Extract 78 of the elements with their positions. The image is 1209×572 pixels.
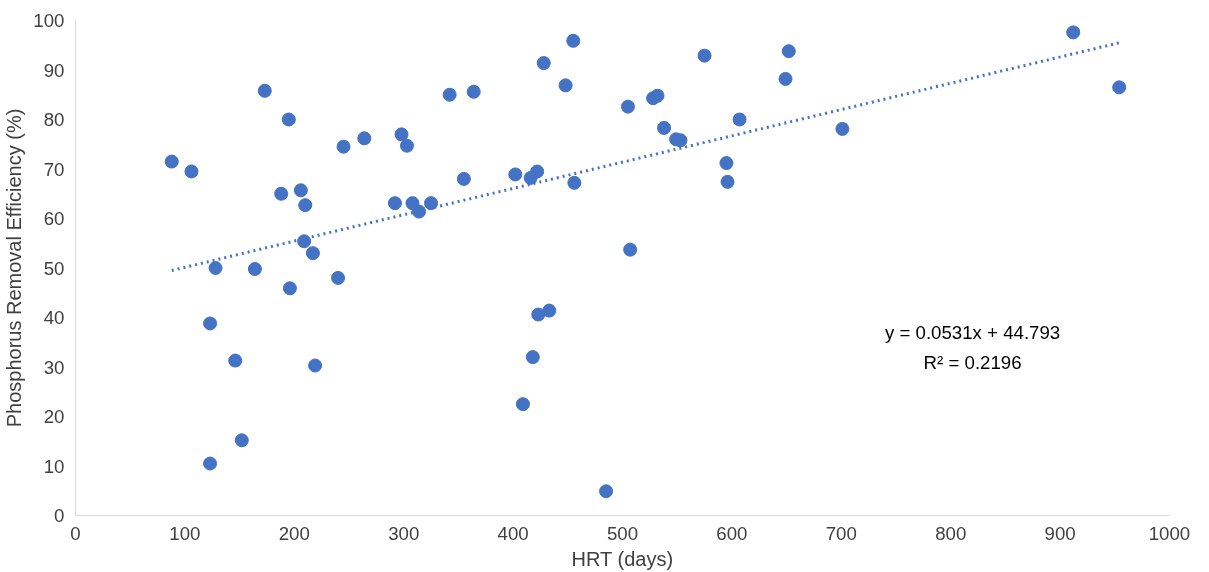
- x-tick-label: 1000: [1148, 522, 1191, 544]
- point: [442, 87, 457, 102]
- point: [412, 204, 427, 219]
- x-tick-label: 500: [606, 522, 639, 544]
- y-tick-label: 0: [54, 505, 65, 526]
- point: [566, 33, 581, 48]
- point: [274, 186, 289, 201]
- point: [732, 112, 747, 127]
- point: [184, 164, 199, 179]
- point: [650, 88, 665, 103]
- y-tick-label: 50: [43, 257, 65, 279]
- y-tick-label: 60: [43, 208, 65, 229]
- y-tick-label: 70: [43, 158, 65, 180]
- point: [719, 156, 734, 171]
- x-axis-title: HRT (days): [571, 547, 674, 570]
- point: [234, 433, 249, 448]
- x-tick-label: 600: [716, 522, 748, 544]
- point: [357, 131, 372, 146]
- point: [657, 120, 672, 135]
- x-tick-label: 0: [70, 522, 81, 544]
- x-tick-label: 400: [497, 522, 529, 544]
- point: [531, 307, 546, 322]
- y-axis-title: Phosphorus Removal Efficiency (%): [3, 108, 26, 428]
- point: [1066, 25, 1081, 40]
- point: [466, 84, 481, 99]
- point: [424, 196, 439, 211]
- point: [599, 484, 614, 499]
- point: [536, 56, 551, 71]
- y-tick-label: 30: [43, 356, 65, 378]
- point: [208, 261, 223, 275]
- point: [203, 456, 218, 471]
- annotation: y = 0.0531x + 44.793: [884, 321, 1061, 343]
- point: [525, 350, 540, 365]
- x-tick-label: 700: [825, 522, 857, 544]
- annotation: R² = 0.2196: [923, 351, 1022, 373]
- point: [293, 183, 308, 198]
- point: [394, 127, 409, 142]
- point: [456, 171, 471, 186]
- point: [530, 164, 545, 179]
- x-tick-label: 300: [388, 522, 420, 544]
- point: [387, 196, 402, 211]
- point: [257, 83, 272, 98]
- point: [297, 234, 312, 249]
- y-tick-label: 80: [43, 109, 65, 130]
- x-tick-label: 200: [278, 522, 310, 544]
- point: [282, 281, 297, 296]
- point: [508, 167, 523, 182]
- point: [1112, 80, 1127, 95]
- point: [623, 242, 638, 257]
- point: [567, 175, 582, 190]
- point: [247, 262, 262, 276]
- point: [164, 154, 179, 169]
- y-tick-label: 40: [43, 307, 65, 328]
- point: [835, 121, 850, 136]
- y-tick-label: 90: [43, 59, 65, 81]
- x-tick-label: 900: [1044, 522, 1076, 544]
- point: [308, 358, 323, 373]
- x-tick-label: 800: [935, 522, 967, 544]
- point: [620, 99, 635, 114]
- point: [720, 174, 735, 189]
- point: [515, 397, 530, 412]
- point: [281, 112, 296, 127]
- point: [697, 48, 712, 63]
- point: [781, 44, 796, 59]
- point: [228, 353, 243, 368]
- y-tick-label: 100: [33, 10, 65, 31]
- point: [298, 198, 313, 213]
- y-tick-label: 20: [43, 406, 65, 427]
- point: [203, 316, 218, 331]
- point: [331, 270, 346, 285]
- y-tick-label: 10: [43, 455, 65, 477]
- point: [336, 139, 351, 154]
- point: [399, 138, 414, 153]
- point: [305, 246, 320, 261]
- point: [542, 303, 557, 318]
- point: [558, 78, 573, 93]
- x-tick-label: 100: [169, 522, 201, 544]
- point: [778, 71, 793, 86]
